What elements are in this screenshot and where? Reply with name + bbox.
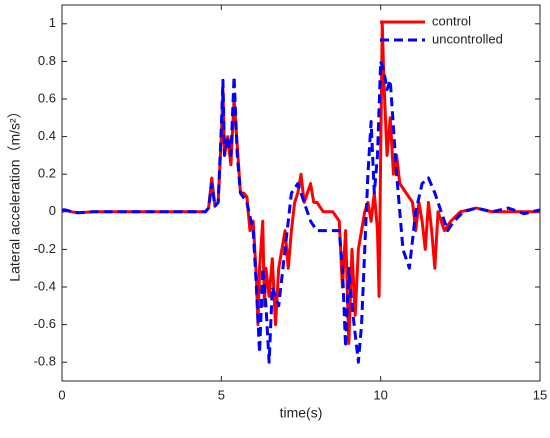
y-tick-label: 0	[49, 203, 56, 218]
y-tick-label: 0.8	[38, 53, 56, 68]
y-tick-label: 0.2	[38, 166, 56, 181]
legend-label: control	[432, 13, 471, 28]
y-tick-label: 1	[49, 15, 56, 30]
y-axis-label: Lateral acceleration（m/s²）	[7, 104, 23, 281]
legend-label: uncontrolled	[432, 31, 503, 46]
x-tick-label: 5	[218, 387, 225, 402]
x-axis-label: time(s)	[280, 405, 323, 421]
y-tick-label: 0.4	[38, 128, 56, 143]
y-tick-label: -0.2	[34, 241, 56, 256]
plot-area	[61, 4, 541, 382]
y-tick-label: -0.6	[34, 316, 56, 331]
x-tick-label: 15	[533, 387, 547, 402]
x-tick-label: 10	[373, 387, 387, 402]
series-line	[62, 59, 541, 364]
y-tick-label: 0.6	[38, 90, 56, 105]
y-tick-label: -0.8	[34, 354, 56, 369]
x-tick-label: 0	[58, 387, 65, 402]
y-tick-label: -0.4	[34, 278, 56, 293]
